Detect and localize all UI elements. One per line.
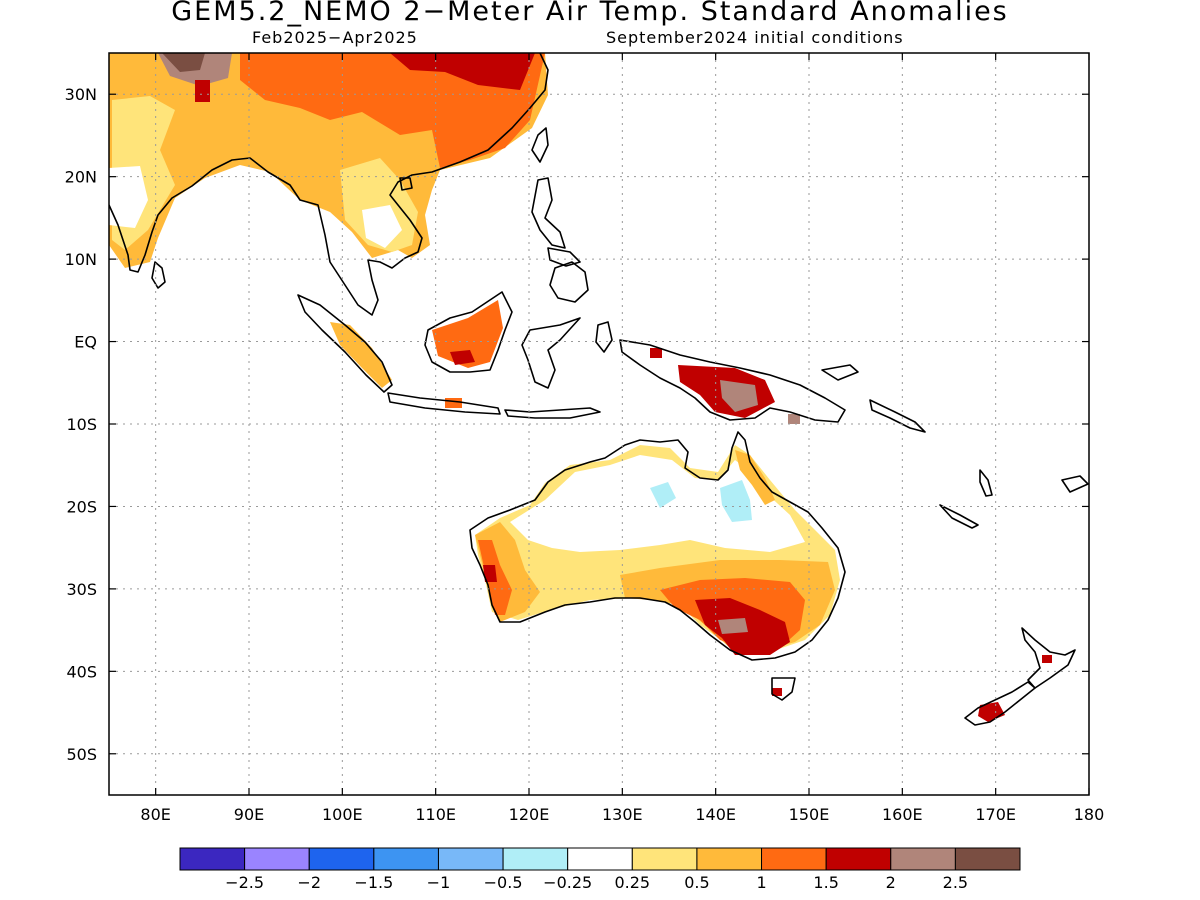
lon-tick-label: 140E [695, 805, 736, 824]
anomaly-region-halmahera-red [650, 348, 662, 358]
anomaly-region-india-white [109, 166, 148, 228]
lon-tick-label: 110E [415, 805, 456, 824]
lat-tick-label: 30S [66, 580, 97, 599]
anomaly-region-tibet-dark [162, 53, 205, 72]
coastline-srilanka [151, 261, 166, 289]
colorbar-swatch [631, 847, 698, 871]
colorbar-swatch [696, 847, 763, 871]
lat-tick-label: 20N [65, 168, 97, 187]
coastline-visayas [547, 247, 581, 267]
lat-tick-label: 30N [65, 85, 97, 104]
colorbar-label: 2 [886, 873, 896, 892]
lon-tick-label: 90E [234, 805, 264, 824]
lat-tick-label: 20S [66, 497, 97, 516]
coastline-newguinea [619, 339, 846, 423]
lon-tick-label: 100E [322, 805, 363, 824]
coastline-nz-south [964, 681, 1036, 726]
coastline-borneo [424, 291, 513, 373]
anomaly-region-australia-white [510, 455, 805, 552]
axis-ticks: 80E 90E 100E 110E 120E 130E 140E 150E 160E 170E 18… [65, 53, 1105, 824]
anomaly-region-nz-red1 [1042, 655, 1052, 663]
colorbar-swatch [761, 847, 827, 871]
initial-conditions: September2024 initial conditions [606, 28, 904, 47]
anomaly-shading [109, 53, 1052, 722]
coastline-hainan [399, 177, 413, 191]
anomaly-region-australia-west-red [483, 565, 497, 582]
coastline-australia [469, 431, 846, 661]
coastline-luzon [531, 177, 566, 249]
colorbar-label: −1.5 [354, 873, 393, 892]
coastline-halmahera [595, 321, 613, 353]
map-graticule [109, 53, 1089, 795]
lat-tick-label: 50S [66, 745, 97, 764]
colorbar-label: 0.25 [614, 873, 650, 892]
colorbar-label: −0.5 [484, 873, 523, 892]
lon-tick-label: 130E [602, 805, 643, 824]
colorbar-swatch [502, 847, 569, 871]
coastline-sulawesi [521, 317, 581, 389]
lon-tick-label: 160E [882, 805, 923, 824]
coastlines [109, 53, 1089, 726]
anomaly-region-china-red [390, 53, 535, 90]
colorbar: −2.5 −2 −1.5 −1 −0.5 −0.25 0.25 0.5 1 1.5 2 2.5 [179, 847, 1021, 892]
colorbar-label: −0.25 [543, 873, 592, 892]
coastline-lesser-sunda [504, 407, 601, 419]
lat-tick-label: EQ [74, 333, 97, 352]
colorbar-swatch [373, 847, 439, 871]
colorbar-swatch [890, 847, 956, 871]
anomaly-region-australia-cool1 [650, 482, 676, 508]
colorbar-label: 2.5 [943, 873, 968, 892]
anomaly-region-sumatra-warm [330, 322, 392, 388]
lon-tick-label: 150E [789, 805, 830, 824]
coastline-solomons [869, 399, 926, 433]
coastline-asia-mainland [109, 53, 549, 316]
anomaly-region-newguinea-east-brown [788, 414, 800, 424]
colorbar-swatch [308, 847, 375, 871]
lon-tick-label: 180 [1074, 805, 1105, 824]
colorbar-label: 0.5 [684, 873, 709, 892]
colorbar-swatch [567, 847, 633, 871]
colorbar-swatch [954, 847, 1021, 871]
anomaly-region-borneo-orange [432, 300, 503, 368]
colorbar-swatch [437, 847, 504, 871]
forecast-period: Feb2025−Apr2025 [252, 28, 418, 47]
colorbar-label: 1 [756, 873, 766, 892]
colorbar-label: −2 [297, 873, 321, 892]
anomaly-region-australia-southeast-brown [718, 618, 748, 634]
lon-tick-label: 170E [975, 805, 1016, 824]
lat-tick-label: 40S [66, 662, 97, 681]
anomaly-region-china-orange [240, 53, 545, 168]
colorbar-swatch [179, 847, 246, 871]
coastline-vanuatu [979, 469, 993, 497]
anomaly-region-australia-cool2 [720, 480, 752, 522]
coastline-taiwan [531, 127, 549, 163]
colorbar-swatch [244, 847, 310, 871]
chart-title: GEM5.2_NEMO 2−Meter Air Temp. Standard A… [171, 0, 1009, 27]
lon-tick-label: 80E [140, 805, 170, 824]
anomaly-region-borneo-red [450, 350, 475, 365]
colorbar-swatch [825, 847, 892, 871]
anomaly-region-queensland-east [735, 450, 775, 505]
coastline-tasmania [771, 677, 796, 701]
coastline-sumatra [297, 294, 393, 393]
anomaly-region-newguinea-brown [720, 380, 758, 412]
colorbar-label: −2.5 [225, 873, 264, 892]
lon-tick-label: 120E [509, 805, 550, 824]
colorbar-label: −1 [427, 873, 451, 892]
anomaly-region-tasmania-red [772, 688, 782, 696]
coastline-newcaledonia [939, 504, 979, 529]
coastline-nz-north [1021, 627, 1076, 689]
anomaly-region-indochina-white [362, 205, 402, 248]
coastline-newbritain [821, 364, 859, 381]
anomaly-region-india-red [195, 80, 210, 102]
lat-tick-label: 10N [65, 250, 97, 269]
anomaly-region-java-orange [445, 398, 462, 408]
colorbar-label: 1.5 [813, 873, 838, 892]
lat-tick-label: 10S [66, 415, 97, 434]
coastline-fiji [1061, 475, 1089, 493]
coastline-java [387, 392, 501, 415]
